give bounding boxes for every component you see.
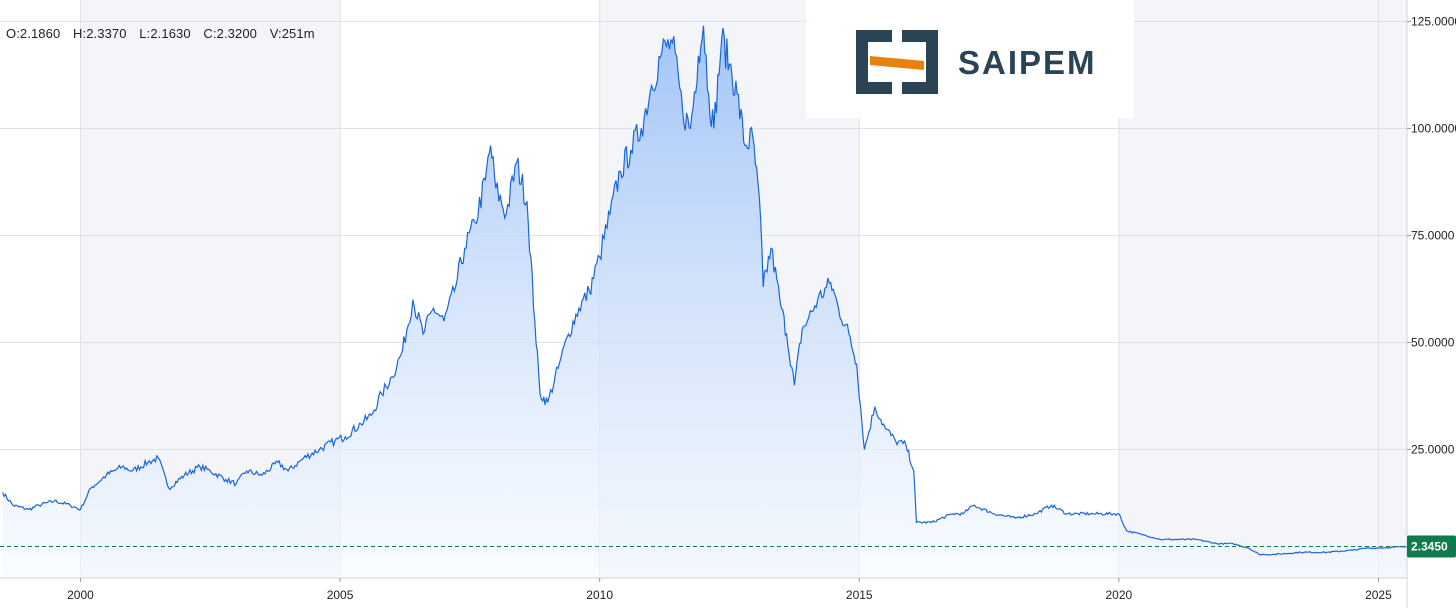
saipem-logo-icon bbox=[856, 30, 938, 94]
volume-value: V:251m bbox=[269, 26, 315, 41]
x-tick-label: 2005 bbox=[327, 588, 354, 602]
current-price-badge-box bbox=[1407, 535, 1456, 558]
price-area-fill bbox=[2, 25, 1407, 578]
current-price-badge-label: 2.3450 bbox=[1411, 540, 1448, 554]
x-tick-label: 2020 bbox=[1105, 588, 1132, 602]
x-tick-label: 2015 bbox=[846, 588, 873, 602]
x-tick-label: 2010 bbox=[586, 588, 613, 602]
x-tick-label: 2025 bbox=[1365, 588, 1392, 602]
price-series-line bbox=[2, 25, 1407, 556]
y-axis-ticks: 25.0000 50.0000 75.0000 100.0000 125.0000 bbox=[1407, 14, 1456, 457]
open-value: O:2.1860 bbox=[6, 26, 61, 41]
y-tick-label: 125.0000 bbox=[1411, 14, 1456, 28]
x-axis-ticks: 2000 2005 2010 2015 2020 2025 bbox=[67, 578, 1392, 602]
year-band bbox=[1118, 0, 1379, 578]
close-value: C:2.3200 bbox=[203, 26, 257, 41]
y-tick-label: 50.0000 bbox=[1411, 336, 1455, 350]
high-value: H:2.3370 bbox=[73, 26, 127, 41]
low-value: L:2.1630 bbox=[139, 26, 191, 41]
y-tick-label: 25.0000 bbox=[1411, 443, 1455, 457]
current-price-badge: 2.3450 bbox=[1407, 535, 1456, 558]
year-band bbox=[1378, 0, 1407, 578]
company-logo: SAIPEM bbox=[806, 0, 1134, 118]
y-tick-label: 100.0000 bbox=[1411, 121, 1456, 135]
ohlc-readout: O:2.1860 H:2.3370 L:2.1630 C:2.3200 V:25… bbox=[6, 26, 324, 41]
logo-wordmark: SAIPEM bbox=[958, 44, 1097, 81]
x-tick-label: 2000 bbox=[67, 588, 94, 602]
y-tick-label: 75.0000 bbox=[1411, 228, 1455, 242]
